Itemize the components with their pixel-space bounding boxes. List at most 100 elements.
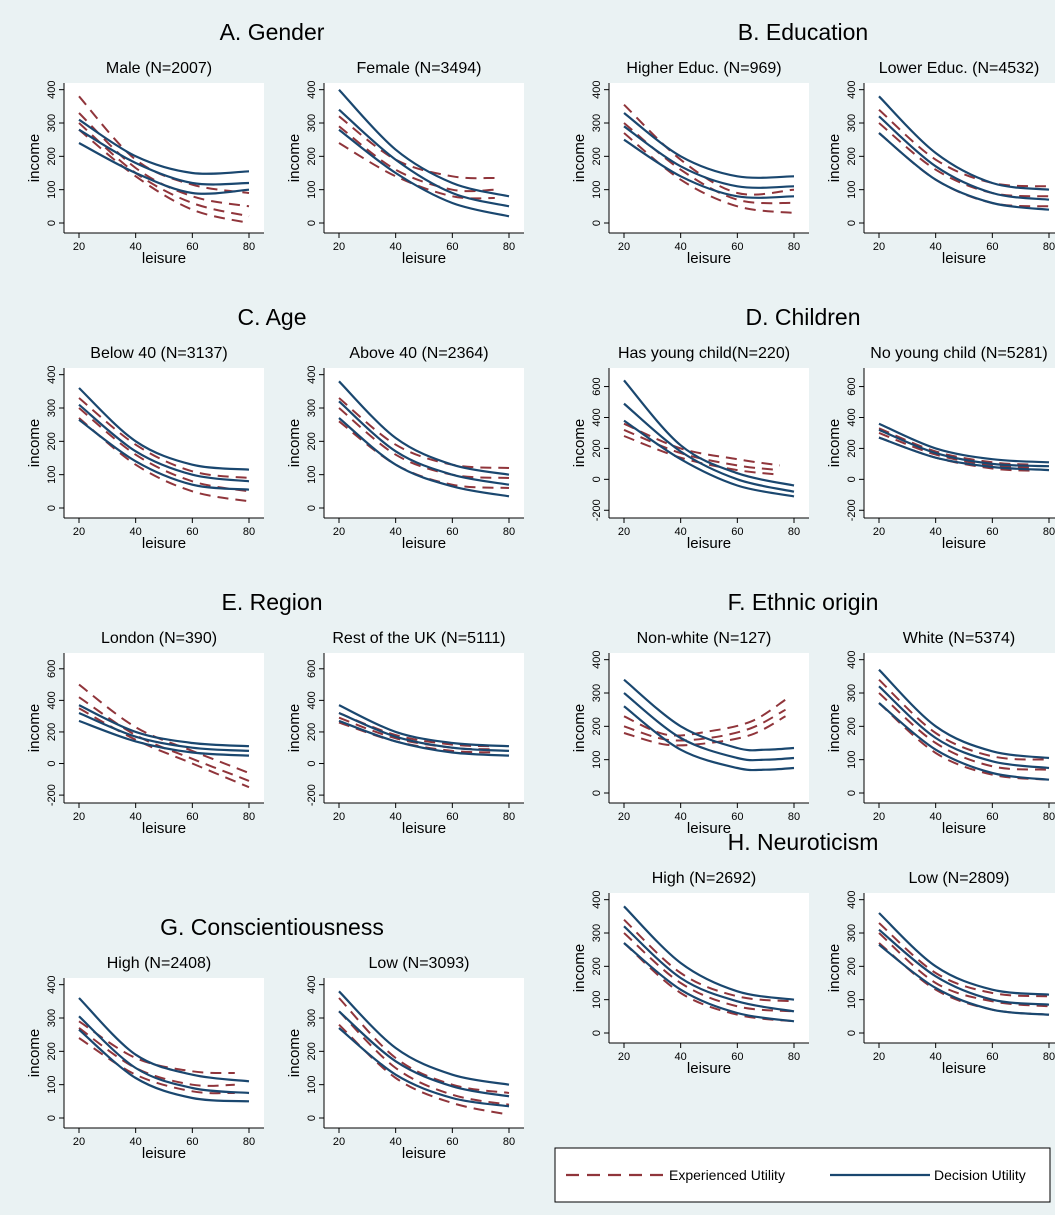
y-axis-label: income [286, 704, 303, 752]
panel: Low (N=2809) 0 100 200 300 400 20 40 60 80 leisure… [826, 870, 1055, 1077]
y-tick-label: 400 [591, 890, 603, 908]
y-tick-label: 300 [46, 114, 58, 132]
y-tick-label: 200 [306, 147, 318, 165]
x-tick-label: 60 [986, 241, 998, 253]
x-tick-label: 40 [930, 1051, 942, 1063]
x-tick-label: 40 [930, 526, 942, 538]
panel: High (N=2692) 0 100 200 300 400 20 40 60 80 leisur… [571, 870, 809, 1077]
y-tick-label: 400 [306, 365, 318, 383]
x-tick-label: 20 [73, 1136, 85, 1148]
decision-utility-line [623, 112, 795, 179]
panel: Below 40 (N=3137) 0 100 200 300 400 20 40 60 80 le… [26, 345, 264, 552]
y-tick-label: 600 [846, 377, 858, 395]
decision-utility-line [878, 943, 1050, 1016]
x-tick-label: 20 [73, 526, 85, 538]
x-tick-label: 40 [130, 811, 142, 823]
panel-title: Higher Educ. (N=969) [626, 60, 781, 77]
decision-utility-line [78, 403, 250, 483]
y-tick-label: -200 [591, 499, 603, 521]
experienced-utility-line [623, 698, 787, 737]
x-tick-label: 40 [390, 241, 402, 253]
x-tick-label: 60 [446, 241, 458, 253]
experienced-utility-line [338, 125, 495, 193]
y-tick-label: 0 [591, 790, 603, 796]
x-tick-label: 20 [873, 1051, 885, 1063]
plot-area [609, 83, 809, 233]
x-tick-label: 60 [986, 526, 998, 538]
plot-area [609, 653, 809, 803]
group-title: B. Education [738, 19, 868, 45]
panel: White (N=5374) 0 100 200 300 400 20 40 60 80 leisu… [826, 630, 1055, 837]
experienced-utility-line [878, 932, 1050, 1008]
y-tick-label: 0 [46, 505, 58, 511]
experienced-utility-line [623, 132, 795, 214]
y-tick-label: 400 [591, 650, 603, 668]
decision-utility-line [623, 379, 795, 487]
decision-utility-line [338, 128, 510, 218]
decision-utility-line [623, 402, 795, 493]
y-tick-label: 400 [591, 408, 603, 426]
y-tick-label: 300 [591, 114, 603, 132]
y-tick-label: 400 [46, 691, 58, 709]
decision-utility-line [78, 719, 250, 757]
x-tick-label: 80 [243, 526, 255, 538]
y-tick-label: 300 [46, 1009, 58, 1027]
y-axis-label: income [286, 419, 303, 467]
x-tick-label: 80 [1043, 1051, 1055, 1063]
y-axis-label: income [26, 704, 43, 752]
panel-title: Low (N=2809) [909, 870, 1010, 887]
experienced-utility-line [878, 431, 1035, 469]
experienced-utility-line [878, 427, 1035, 466]
y-tick-label: 600 [46, 660, 58, 678]
y-tick-label: 0 [591, 220, 603, 226]
plot-area [64, 368, 264, 518]
x-axis-label: leisure [142, 1145, 186, 1162]
decision-utility-line [338, 719, 510, 757]
decision-utility-line [78, 1015, 250, 1095]
panel-title: High (N=2692) [652, 870, 757, 887]
experienced-utility-line [338, 1010, 510, 1106]
decision-utility-line [78, 128, 250, 186]
decision-utility-line [878, 685, 1050, 770]
x-tick-label: 60 [731, 811, 743, 823]
y-axis-label: income [826, 419, 843, 467]
y-tick-label: 100 [306, 465, 318, 483]
y-tick-label: 200 [306, 723, 318, 741]
x-tick-label: 80 [788, 241, 800, 253]
x-tick-label: 60 [731, 526, 743, 538]
y-axis-label: income [26, 419, 43, 467]
decision-utility-line [878, 132, 1050, 211]
experienced-utility-line [878, 922, 1050, 998]
experienced-utility-line [623, 932, 795, 1013]
x-tick-label: 40 [930, 241, 942, 253]
x-tick-label: 20 [333, 811, 345, 823]
x-tick-label: 80 [503, 811, 515, 823]
y-tick-label: 0 [46, 760, 58, 766]
experienced-utility-line [338, 1023, 510, 1116]
x-axis-label: leisure [942, 535, 986, 552]
x-tick-label: 60 [186, 526, 198, 538]
decision-utility-line [338, 400, 510, 486]
y-tick-label: 300 [306, 1009, 318, 1027]
experienced-utility-line [78, 122, 250, 218]
decision-utility-line [338, 704, 510, 748]
y-axis-label: income [26, 134, 43, 182]
plot-area [609, 893, 809, 1043]
y-tick-label: 0 [306, 220, 318, 226]
decision-utility-line [623, 705, 795, 772]
experienced-utility-line [878, 692, 1050, 771]
plot-area [324, 653, 524, 803]
y-tick-label: 400 [306, 975, 318, 993]
panel-title: White (N=5374) [903, 630, 1016, 647]
experienced-utility-line [338, 397, 510, 469]
y-axis-label: income [826, 134, 843, 182]
x-tick-label: 20 [873, 241, 885, 253]
y-tick-label: 200 [306, 1042, 318, 1060]
experienced-utility-line [878, 132, 1050, 208]
y-tick-label: 0 [846, 476, 858, 482]
experienced-utility-line [878, 122, 1050, 198]
x-tick-label: 40 [390, 526, 402, 538]
plot-area [324, 83, 524, 233]
x-tick-label: 60 [186, 1136, 198, 1148]
